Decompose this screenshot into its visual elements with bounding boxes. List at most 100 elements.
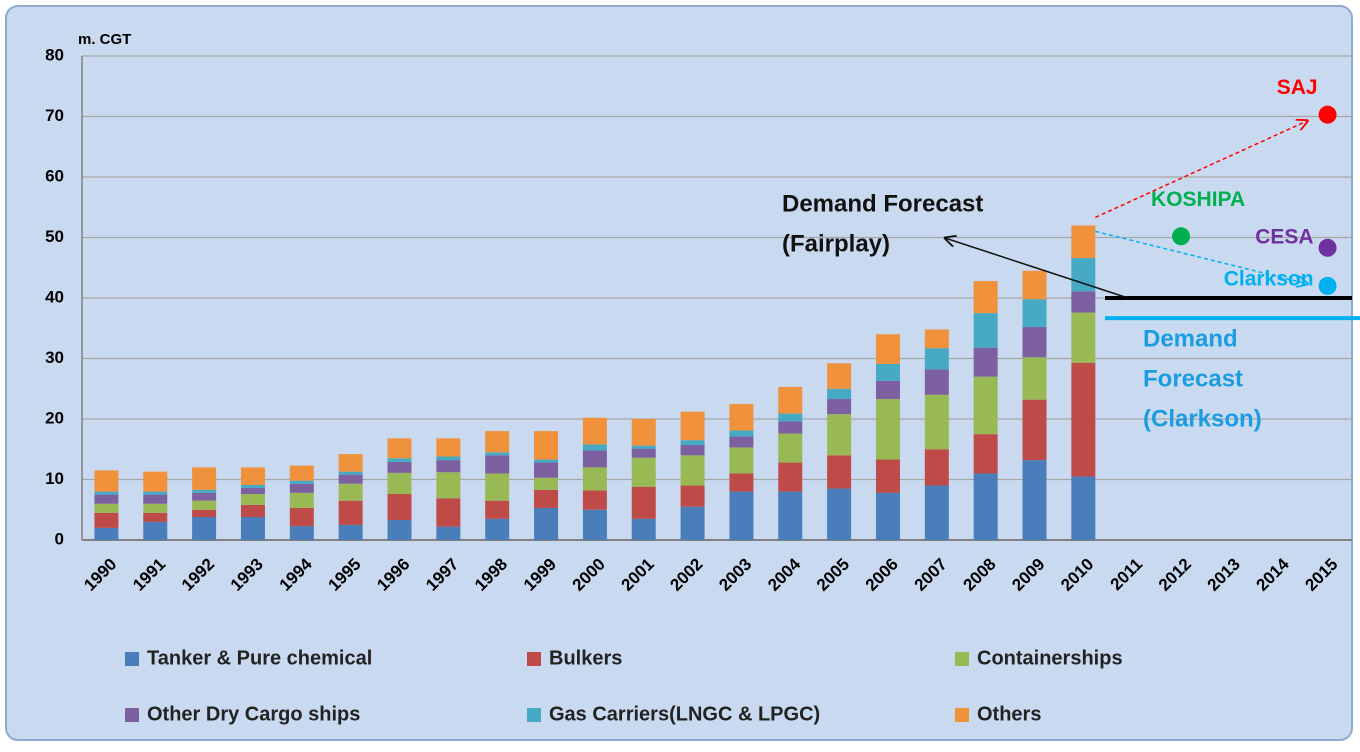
- bar-segment: [1022, 270, 1047, 300]
- bar-segment: [827, 399, 852, 415]
- bar-segment: [1022, 299, 1047, 328]
- legend-swatch: [955, 652, 969, 666]
- bar-segment: [778, 462, 803, 492]
- bar-segment: [94, 491, 119, 495]
- legend-label: Bulkers: [549, 647, 622, 669]
- bar-segment: [875, 399, 900, 460]
- bar-segment: [973, 347, 998, 377]
- bar-segment: [827, 388, 852, 400]
- bar-segment: [778, 413, 803, 422]
- bar-segment: [631, 445, 656, 449]
- bar-segment: [582, 490, 607, 510]
- bar-segment: [924, 449, 949, 486]
- bar-segment: [289, 507, 314, 527]
- bar-segment: [387, 472, 412, 495]
- bar-segment: [436, 472, 461, 499]
- forecast-point-label: Clarkson: [1224, 267, 1314, 290]
- bar-segment: [1022, 327, 1047, 358]
- panel: [5, 5, 1353, 741]
- bar-segment: [534, 489, 559, 508]
- bar-segment: [387, 461, 412, 473]
- bar-segment: [875, 334, 900, 364]
- bar-segment: [485, 500, 510, 519]
- forecast-label: (Clarkson): [1143, 405, 1262, 432]
- bar-segment: [582, 509, 607, 540]
- y-tick-label: 80: [45, 45, 64, 64]
- bar-segment: [729, 430, 754, 437]
- forecast-point: [1318, 276, 1337, 295]
- y-tick-label: 20: [45, 408, 64, 427]
- legend-swatch: [527, 652, 541, 666]
- bar-segment: [436, 498, 461, 527]
- legend-label: Others: [977, 703, 1041, 725]
- bar-segment: [240, 484, 265, 488]
- bar-segment: [289, 480, 314, 484]
- bar-segment: [192, 492, 217, 501]
- y-tick-label: 40: [45, 287, 64, 306]
- y-axis-label: m. CGT: [78, 31, 131, 48]
- bar-segment: [924, 329, 949, 349]
- bar-segment: [1071, 476, 1096, 540]
- y-tick-label: 30: [45, 348, 64, 367]
- bar-segment: [631, 419, 656, 446]
- bar-segment: [778, 386, 803, 414]
- forecast-point: [1318, 238, 1337, 257]
- bar-segment: [338, 524, 363, 540]
- bar-segment: [631, 457, 656, 487]
- bar-segment: [778, 421, 803, 434]
- bar-segment: [827, 363, 852, 389]
- bar-segment: [534, 507, 559, 540]
- bar-segment: [534, 477, 559, 490]
- bar-segment: [192, 489, 217, 493]
- bar-segment: [631, 518, 656, 540]
- legend-label: Gas Carriers(LNGC & LPGC): [549, 703, 820, 725]
- bar-segment: [240, 504, 265, 518]
- forecast-point-label: CESA: [1255, 225, 1313, 248]
- bar-segment: [875, 459, 900, 493]
- bar-segment: [338, 483, 363, 501]
- bar-segment: [680, 506, 705, 540]
- bar-segment: [680, 455, 705, 486]
- bar-segment: [729, 447, 754, 474]
- bar-segment: [436, 526, 461, 540]
- bar-segment: [827, 455, 852, 489]
- bar-segment: [875, 380, 900, 400]
- bar-segment: [338, 474, 363, 484]
- bar-segment: [729, 403, 754, 431]
- y-tick-label: 50: [45, 227, 64, 246]
- bar-segment: [338, 500, 363, 525]
- forecast-point: [1172, 227, 1191, 246]
- bar-segment: [436, 456, 461, 461]
- forecast-point-label: SAJ: [1277, 76, 1318, 99]
- bar-segment: [875, 363, 900, 381]
- bar-segment: [143, 491, 168, 495]
- bar-segment: [338, 454, 363, 472]
- bar-segment: [192, 467, 217, 490]
- y-tick-label: 0: [55, 529, 64, 548]
- forecast-label: Demand: [1143, 325, 1238, 352]
- bar-segment: [729, 436, 754, 448]
- legend-swatch: [125, 652, 139, 666]
- bar-segment: [436, 438, 461, 457]
- bar-segment: [289, 492, 314, 508]
- bar-segment: [631, 486, 656, 519]
- bar-segment: [289, 465, 314, 481]
- bar-segment: [485, 473, 510, 501]
- arrow: [1095, 121, 1307, 219]
- forecast-label: Forecast: [1143, 365, 1243, 392]
- bar-segment: [534, 462, 559, 478]
- bar-segment: [143, 471, 168, 492]
- bar-segment: [240, 487, 265, 495]
- bar-segment: [582, 417, 607, 445]
- bar-segment: [387, 438, 412, 459]
- legend-swatch: [955, 708, 969, 722]
- bar-segment: [1022, 357, 1047, 400]
- bar-segment: [924, 348, 949, 370]
- legend-label: Tanker & Pure chemical: [147, 647, 372, 669]
- bar-segment: [240, 467, 265, 485]
- bar-segment: [582, 450, 607, 468]
- bar-segment: [973, 313, 998, 348]
- legend-swatch: [527, 708, 541, 722]
- bar-segment: [485, 455, 510, 474]
- bar-segment: [485, 452, 510, 456]
